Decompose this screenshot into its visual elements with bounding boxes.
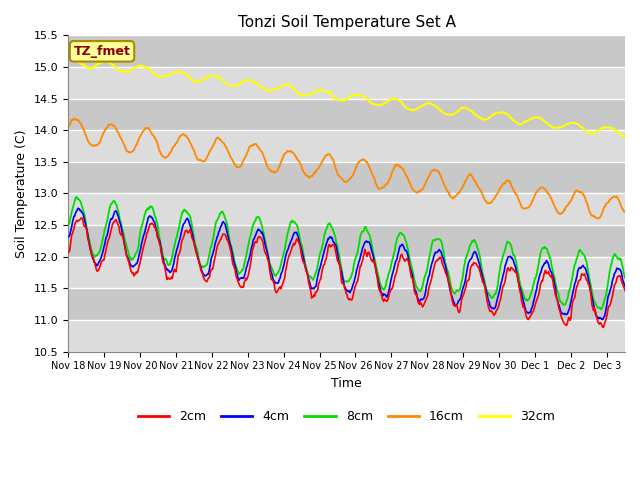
32cm xyxy=(323,89,330,95)
2cm xyxy=(465,277,472,283)
2cm xyxy=(621,288,629,293)
2cm xyxy=(600,324,607,330)
Line: 8cm: 8cm xyxy=(68,197,625,310)
2cm xyxy=(324,250,332,255)
32cm xyxy=(64,53,72,59)
8cm xyxy=(597,307,605,312)
4cm xyxy=(67,230,74,236)
Bar xyxy=(68,288,625,320)
4cm xyxy=(74,205,82,211)
8cm xyxy=(324,224,332,229)
Text: TZ_fmet: TZ_fmet xyxy=(74,45,131,58)
16cm xyxy=(324,152,332,158)
4cm xyxy=(621,284,629,289)
Line: 16cm: 16cm xyxy=(68,119,625,218)
4cm xyxy=(598,317,606,323)
4cm xyxy=(303,268,310,274)
Line: 32cm: 32cm xyxy=(68,56,625,137)
4cm xyxy=(324,238,332,244)
Bar xyxy=(68,36,625,67)
4cm xyxy=(465,260,472,266)
8cm xyxy=(67,216,74,221)
Line: 4cm: 4cm xyxy=(68,208,625,320)
8cm xyxy=(72,194,80,200)
Bar xyxy=(68,67,625,98)
8cm xyxy=(143,206,150,212)
Bar xyxy=(68,130,625,162)
16cm xyxy=(143,125,150,131)
8cm xyxy=(478,265,486,271)
32cm xyxy=(464,106,472,112)
16cm xyxy=(71,116,79,121)
16cm xyxy=(67,121,74,127)
2cm xyxy=(143,230,150,236)
4cm xyxy=(64,234,72,240)
16cm xyxy=(64,124,72,130)
Bar xyxy=(68,257,625,288)
2cm xyxy=(303,269,310,275)
32cm xyxy=(67,53,74,59)
2cm xyxy=(64,250,72,255)
Line: 2cm: 2cm xyxy=(68,218,625,327)
Bar xyxy=(68,162,625,193)
8cm xyxy=(465,248,472,254)
2cm xyxy=(478,275,486,280)
4cm xyxy=(478,270,486,276)
2cm xyxy=(67,243,74,249)
Legend: 2cm, 4cm, 8cm, 16cm, 32cm: 2cm, 4cm, 8cm, 16cm, 32cm xyxy=(133,405,560,428)
16cm xyxy=(478,190,486,196)
X-axis label: Time: Time xyxy=(331,377,362,390)
16cm xyxy=(621,209,629,215)
4cm xyxy=(143,221,150,227)
Y-axis label: Soil Temperature (C): Soil Temperature (C) xyxy=(15,129,28,258)
8cm xyxy=(621,275,629,281)
32cm xyxy=(477,116,485,121)
Title: Tonzi Soil Temperature Set A: Tonzi Soil Temperature Set A xyxy=(237,15,456,30)
32cm xyxy=(142,64,150,70)
16cm xyxy=(303,173,310,179)
32cm xyxy=(302,93,310,98)
Bar xyxy=(68,320,625,351)
16cm xyxy=(594,216,602,221)
Bar xyxy=(68,193,625,225)
32cm xyxy=(621,134,629,140)
Bar xyxy=(68,225,625,257)
16cm xyxy=(465,173,472,179)
8cm xyxy=(303,265,310,271)
2cm xyxy=(77,215,85,221)
8cm xyxy=(64,221,72,227)
Bar xyxy=(68,98,625,130)
